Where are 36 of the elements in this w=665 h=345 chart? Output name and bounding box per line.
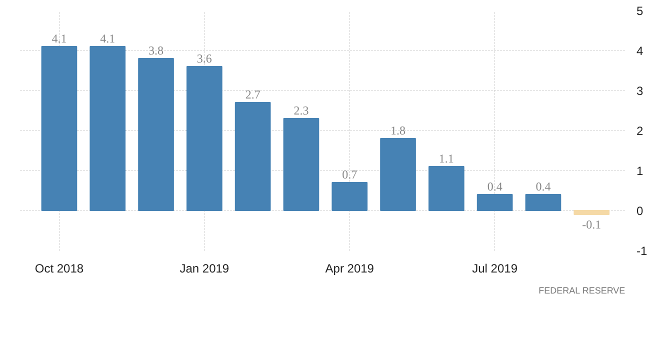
- data-label: -0.1: [582, 218, 602, 232]
- bar: [428, 166, 464, 211]
- y-tick-label: 5: [636, 4, 644, 18]
- x-tick-label: Jan 2019: [180, 262, 230, 276]
- data-label: 1.1: [438, 152, 454, 166]
- text: FEDERAL RESERVE: [538, 286, 626, 296]
- data-label: 2.3: [294, 104, 309, 118]
- data-label: 4.1: [100, 32, 116, 46]
- bar: [476, 194, 513, 211]
- data-label: 3.8: [148, 44, 164, 58]
- bar: [234, 102, 271, 211]
- data-label: 0.4: [487, 180, 502, 194]
- data-label: 0.4: [536, 180, 551, 194]
- x-tick-label: Oct 2018: [34, 262, 84, 276]
- bar: [380, 138, 416, 211]
- x-tick-label: Jul 2019: [472, 262, 518, 276]
- bar: [41, 46, 78, 211]
- data-label: 0.7: [342, 168, 358, 182]
- y-tick-label: 2: [636, 124, 644, 138]
- data-label: 4.1: [52, 32, 67, 46]
- x-tick-label: Apr 2019: [325, 262, 374, 276]
- data-label: 1.8: [390, 124, 406, 138]
- bar: [332, 182, 368, 211]
- y-tick-label: -1: [636, 244, 648, 258]
- y-tick-label: 1: [636, 164, 644, 178]
- bar: [186, 66, 222, 211]
- bar: [90, 46, 126, 211]
- y-tick-label: 4: [636, 44, 644, 58]
- bar: [283, 118, 320, 211]
- bar: [574, 210, 610, 215]
- data-label: 2.7: [245, 88, 260, 102]
- data-label: 3.6: [196, 52, 212, 66]
- bar: [525, 194, 562, 211]
- bar: [138, 58, 174, 211]
- y-tick-label: 3: [636, 84, 644, 98]
- y-tick-label: 0: [636, 204, 644, 218]
